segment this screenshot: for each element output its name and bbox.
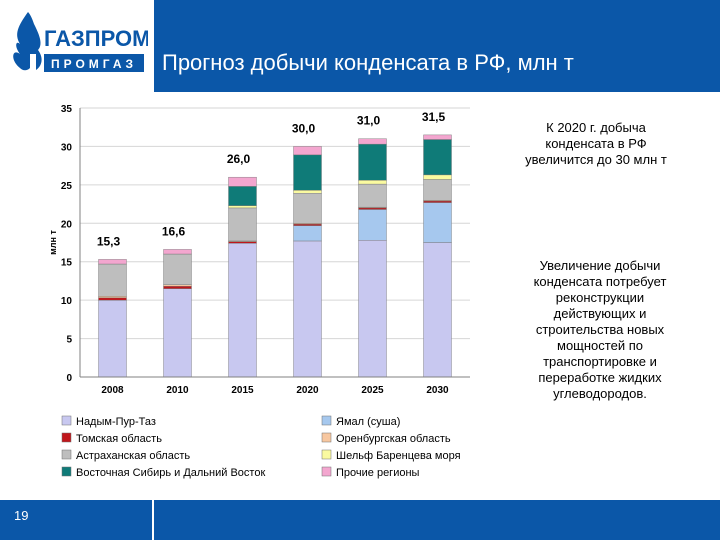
bar-segment — [163, 284, 192, 287]
legend-label: Надым-Пур-Таз — [76, 416, 156, 428]
legend-swatch — [61, 415, 72, 426]
bar-segment — [228, 241, 257, 244]
y-axis-title: млн т — [48, 230, 58, 255]
total-data-label: 31,0 — [357, 114, 381, 128]
chart-container: 0 5 10 15 20 25 30 35 млн т 2008 2010 2015 2020 2025 2… — [40, 96, 510, 491]
bar-segment — [228, 207, 257, 242]
y-tick-label: 35 — [61, 104, 73, 115]
y-tick-label: 5 — [66, 335, 72, 346]
x-tick-label: 2010 — [166, 385, 189, 396]
footer-divider — [152, 500, 154, 540]
bar-segment — [228, 176, 257, 187]
total-data-label: 15,3 — [97, 234, 121, 248]
bar-segment — [423, 202, 452, 243]
bar-segment — [423, 242, 452, 378]
bar-segment — [423, 139, 452, 176]
y-tick-label: 0 — [66, 373, 72, 384]
total-data-label: 16,6 — [162, 224, 186, 238]
bar-segment — [293, 225, 322, 242]
x-tick-label: 2008 — [101, 385, 124, 396]
bar-segment — [423, 134, 452, 140]
bars — [98, 134, 452, 378]
legend-swatch — [61, 449, 72, 460]
bar-segment — [423, 174, 452, 180]
slide-footer — [0, 500, 720, 540]
bar-segment — [228, 205, 257, 209]
legend-swatch — [61, 432, 72, 443]
logo-area: ГАЗПРОМ ПРОМГАЗ — [0, 0, 152, 92]
header-divider — [152, 0, 154, 92]
bar-segment — [98, 297, 127, 301]
total-data-label: 31,5 — [422, 110, 446, 124]
bar-segment — [358, 207, 387, 210]
bar-segment — [98, 296, 127, 299]
note-forecast: К 2020 г. добыча конденсата в РФ увеличи… — [525, 120, 667, 167]
bar-segment — [293, 154, 322, 191]
total-data-label: 26,0 — [227, 152, 251, 166]
legend-swatch — [321, 449, 332, 460]
bar-segment — [98, 263, 127, 297]
legend-label: Астраханская область — [76, 450, 190, 462]
bar-segment — [358, 183, 387, 208]
bar-segment — [358, 143, 387, 181]
labels: 15,3 16,6 26,0 30,0 31,0 31,5 — [97, 110, 446, 249]
bar-segment — [423, 179, 452, 201]
bar-segment — [293, 146, 322, 156]
bar-segment — [358, 239, 387, 378]
y-tick-label: 10 — [61, 296, 73, 307]
logo-brand: ГАЗПРОМ — [44, 26, 148, 51]
legend: Надым-Пур-Таз Ямал (суша) Томская область О… — [61, 415, 461, 479]
bar-segment — [98, 259, 127, 265]
bar-segment — [163, 249, 192, 255]
x-tick-label: 2020 — [296, 385, 319, 396]
bar-segment — [293, 190, 322, 194]
legend-swatch — [321, 415, 332, 426]
bar-segment — [358, 209, 387, 241]
legend-label: Шельф Баренцева моря — [336, 450, 461, 462]
x-tick-label: 2015 — [231, 385, 254, 396]
logo-sub: ПРОМГАЗ — [51, 57, 137, 71]
y-tick-label: 15 — [61, 258, 73, 269]
x-tick-label: 2025 — [361, 385, 384, 396]
flame-icon — [13, 12, 42, 71]
total-data-label: 30,0 — [292, 121, 316, 135]
bar-segment — [228, 243, 257, 378]
bar-segment — [358, 180, 387, 185]
bar-segment — [293, 240, 322, 378]
bar-segment — [228, 186, 257, 206]
bar-segment — [423, 200, 452, 203]
bar-segment — [358, 138, 387, 145]
legend-label: Восточная Сибирь и Дальний Восток — [76, 467, 265, 479]
legend-label: Прочие регионы — [336, 467, 420, 479]
legend-label: Ямал (суша) — [336, 416, 400, 428]
page-number: 19 — [14, 508, 29, 523]
y-tick-label: 25 — [61, 181, 73, 192]
bar-segment — [163, 253, 192, 285]
y-tick-label: 30 — [61, 142, 73, 153]
bar-segment — [293, 193, 322, 224]
x-tick-label: 2030 — [426, 385, 449, 396]
legend-swatch — [61, 466, 72, 477]
note-infrastructure: Увеличение добычи конденсата потребует р… — [533, 258, 667, 401]
legend-label: Оренбургская область — [336, 433, 451, 445]
bar-segment — [98, 299, 127, 378]
bar-segment — [163, 288, 192, 378]
page-title: Прогноз добычи конденсата в РФ, млн т — [162, 50, 574, 75]
logo-sub-band — [44, 54, 144, 72]
y-tick-label: 20 — [61, 219, 73, 230]
legend-swatch — [321, 466, 332, 477]
bar-segment — [163, 286, 192, 289]
grid — [80, 107, 470, 340]
legend-label: Томская область — [76, 433, 162, 445]
gazprom-logo: ГАЗПРОМ ПРОМГАЗ — [13, 12, 148, 72]
bar-segment — [293, 223, 322, 226]
legend-swatch — [321, 432, 332, 443]
